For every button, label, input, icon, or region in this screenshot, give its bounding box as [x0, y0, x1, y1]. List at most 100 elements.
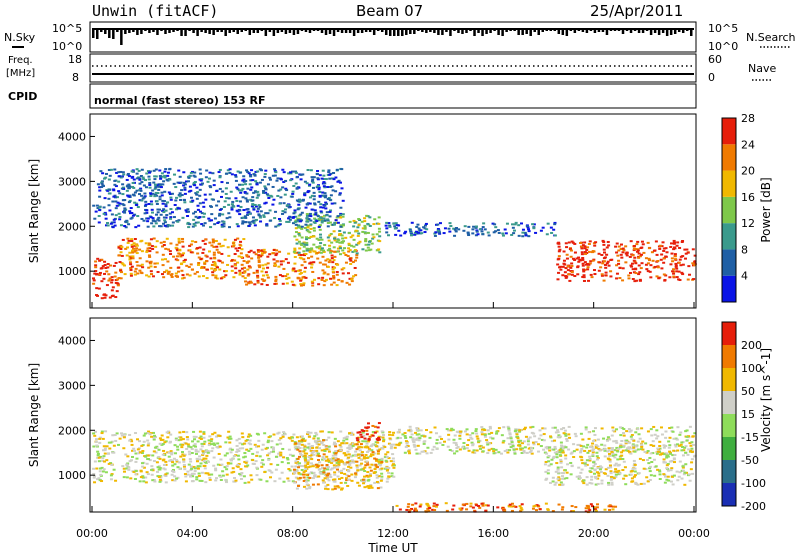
freq-label-1: Freq.	[8, 55, 33, 66]
data-cell	[335, 271, 339, 274]
data-cell	[151, 431, 155, 434]
data-cell	[563, 429, 567, 432]
data-cell	[374, 463, 378, 466]
data-cell	[216, 463, 220, 466]
data-cell	[556, 466, 560, 469]
data-cell	[230, 203, 234, 206]
data-cell	[283, 211, 287, 214]
data-cell	[242, 175, 246, 178]
data-cell	[611, 426, 615, 429]
data-cell	[159, 176, 163, 179]
data-cell	[437, 231, 441, 234]
data-cell	[546, 469, 550, 472]
data-cell	[140, 168, 144, 171]
data-cell	[487, 442, 491, 445]
data-cell	[685, 435, 689, 438]
data-cell	[664, 255, 668, 258]
data-cell	[545, 452, 549, 455]
data-cell	[224, 172, 228, 175]
data-cell	[184, 480, 188, 483]
data-cell	[363, 224, 367, 227]
data-cell	[155, 213, 159, 216]
data-cell	[514, 428, 518, 431]
data-cell	[171, 479, 175, 482]
data-cell	[183, 453, 187, 456]
data-cell	[336, 250, 340, 253]
data-cell	[513, 451, 517, 454]
data-cell	[268, 469, 272, 472]
data-cell	[391, 453, 395, 456]
data-cell	[680, 271, 684, 274]
data-cell	[254, 170, 258, 173]
data-cell	[189, 196, 193, 199]
data-cell	[636, 248, 640, 251]
data-cell	[305, 217, 309, 220]
data-cell	[593, 244, 597, 247]
data-cell	[393, 446, 397, 449]
data-cell	[233, 264, 237, 267]
data-cell	[250, 205, 254, 208]
data-cell	[216, 446, 220, 449]
data-cell	[263, 185, 267, 188]
nsky-bar	[433, 29, 436, 33]
data-cell	[363, 217, 367, 220]
data-cell	[136, 448, 140, 451]
data-cell	[566, 265, 570, 268]
data-cell	[99, 473, 103, 476]
data-cell	[182, 252, 186, 255]
data-cell	[526, 443, 530, 446]
data-cell	[307, 236, 311, 239]
data-cell	[113, 224, 117, 227]
data-cell	[348, 444, 352, 447]
data-cell	[556, 278, 560, 281]
data-cell	[679, 431, 683, 434]
data-cell	[369, 248, 373, 251]
data-cell	[364, 440, 368, 443]
data-cell	[162, 208, 166, 211]
colorbar-tick-label: 20	[741, 165, 755, 178]
data-cell	[583, 449, 587, 452]
data-cell	[622, 249, 626, 252]
data-cell	[205, 277, 209, 280]
data-cell	[248, 174, 252, 177]
data-cell	[570, 262, 574, 265]
data-cell	[588, 445, 592, 448]
data-cell	[207, 250, 211, 253]
data-cell	[266, 266, 270, 269]
data-cell	[169, 450, 173, 453]
data-cell	[534, 509, 538, 512]
data-cell	[665, 478, 669, 481]
data-cell	[655, 452, 659, 455]
data-cell	[582, 276, 586, 279]
data-cell	[192, 430, 196, 433]
data-cell	[353, 443, 357, 446]
data-cell	[493, 223, 497, 226]
data-cell	[567, 448, 571, 451]
data-cell	[173, 203, 177, 206]
data-cell	[355, 252, 359, 255]
data-cell	[520, 503, 524, 506]
data-cell	[347, 456, 351, 459]
data-cell	[195, 476, 199, 479]
data-cell	[321, 466, 325, 469]
data-cell	[247, 224, 251, 227]
data-cell	[338, 241, 342, 244]
data-cell	[675, 244, 679, 247]
data-cell	[151, 275, 155, 278]
data-cell	[611, 508, 615, 511]
data-cell	[134, 249, 138, 252]
data-cell	[364, 464, 368, 467]
data-cell	[348, 463, 352, 466]
data-cell	[192, 435, 196, 438]
data-cell	[107, 441, 111, 444]
data-cell	[383, 446, 387, 449]
data-cell	[557, 255, 561, 258]
data-cell	[522, 440, 526, 443]
data-cell	[490, 431, 494, 434]
data-cell	[594, 446, 598, 449]
data-cell	[475, 230, 479, 233]
data-cell	[102, 293, 106, 296]
data-cell	[209, 257, 213, 260]
data-cell	[292, 468, 296, 471]
data-cell	[163, 271, 167, 274]
